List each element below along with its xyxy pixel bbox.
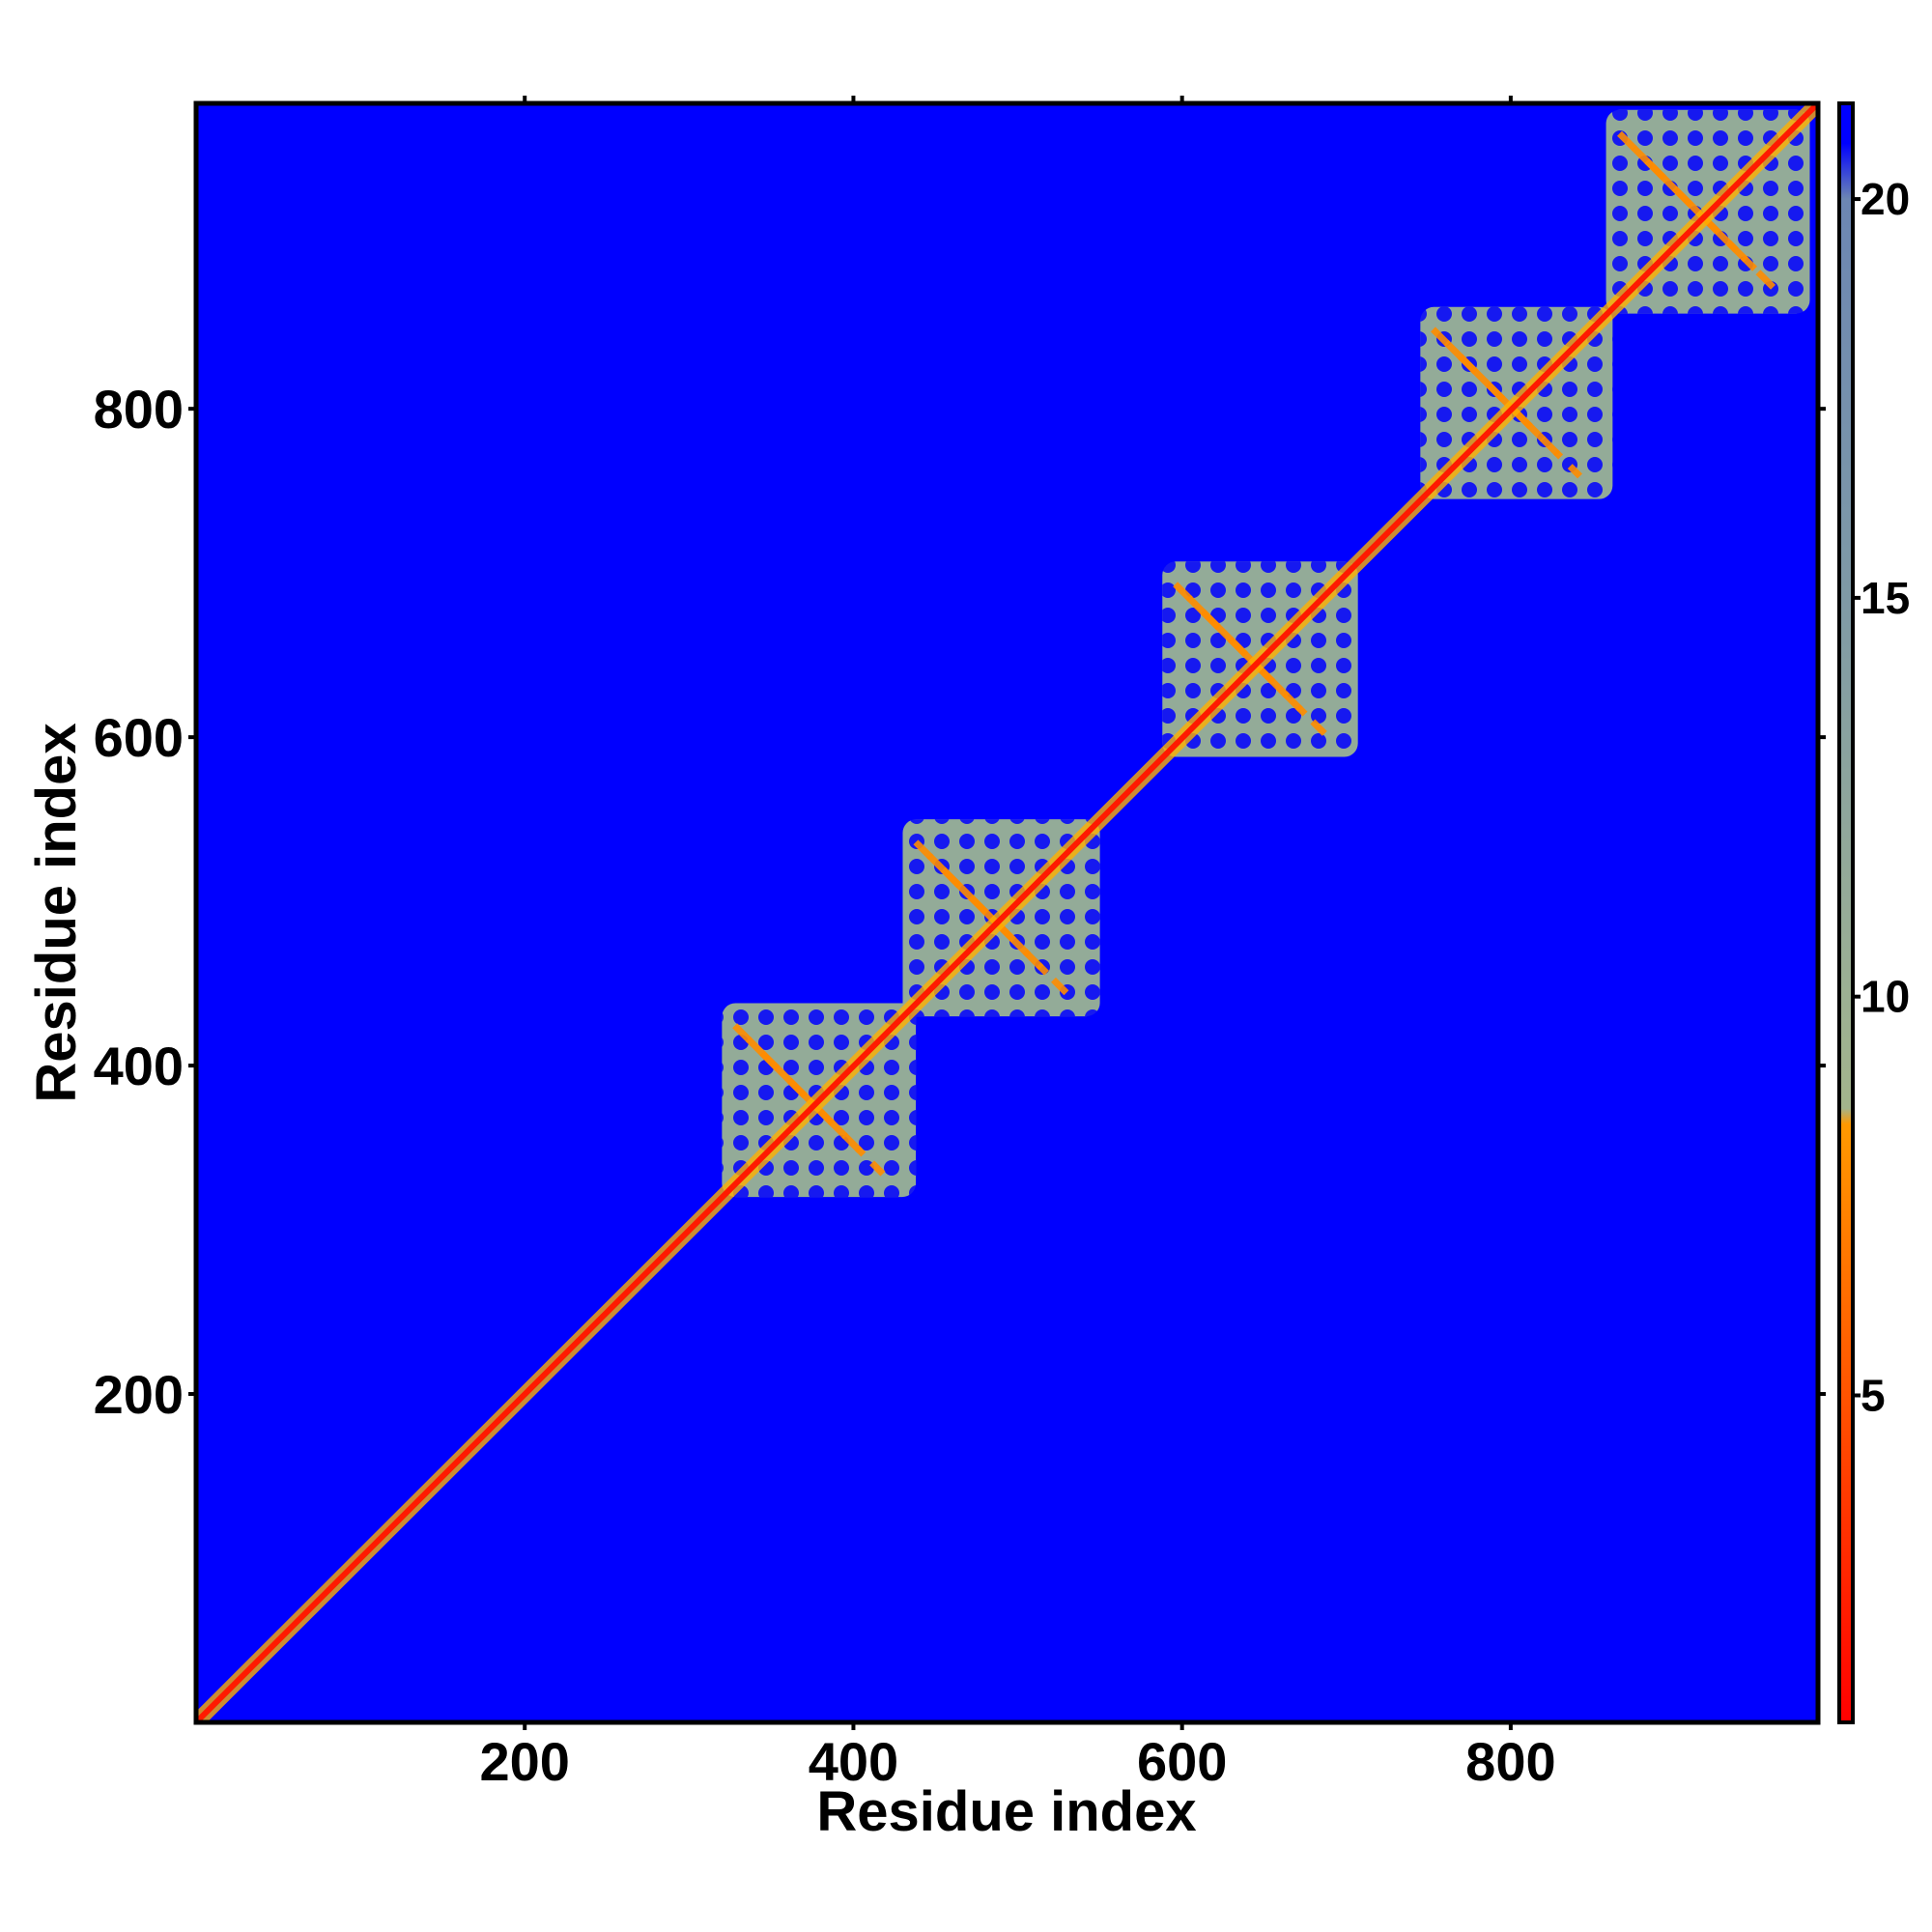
colorbar: [1837, 101, 1855, 1724]
heatmap-body: [196, 103, 1818, 1722]
y-axis-title: Residue index: [25, 723, 88, 1102]
domain-contact: [1201, 610, 1327, 736]
colorbar-tick-label: 5: [1861, 1370, 1886, 1420]
x-tick-label: 600: [1137, 1731, 1227, 1792]
domain-contact: [760, 1051, 886, 1177]
x-tick-label: 800: [1465, 1731, 1555, 1792]
y-tick-label: 600: [94, 707, 184, 768]
colorbar-tick-label: 15: [1861, 573, 1910, 623]
y-tick-label: 400: [94, 1036, 184, 1096]
domain-contact: [926, 853, 1049, 976]
diagonal: [196, 103, 1818, 1722]
x-tick-label: 400: [809, 1731, 898, 1792]
domain-contact: [1443, 340, 1564, 460]
domain-contact: [1631, 145, 1758, 271]
domain-contact: [941, 867, 1069, 996]
plot-frame: [193, 100, 1821, 1725]
domain-contact: [1646, 160, 1778, 292]
colorbar-tick-label: 20: [1861, 174, 1910, 224]
y-tick-label: 800: [94, 379, 184, 440]
y-tick-label: 200: [94, 1364, 184, 1425]
domain-contact: [1458, 355, 1583, 479]
domain-contact: [745, 1037, 867, 1157]
x-axis-title: Residue index: [816, 1780, 1196, 1843]
x-tick-label: 200: [480, 1731, 570, 1792]
colorbar-tick-label: 10: [1861, 972, 1910, 1022]
